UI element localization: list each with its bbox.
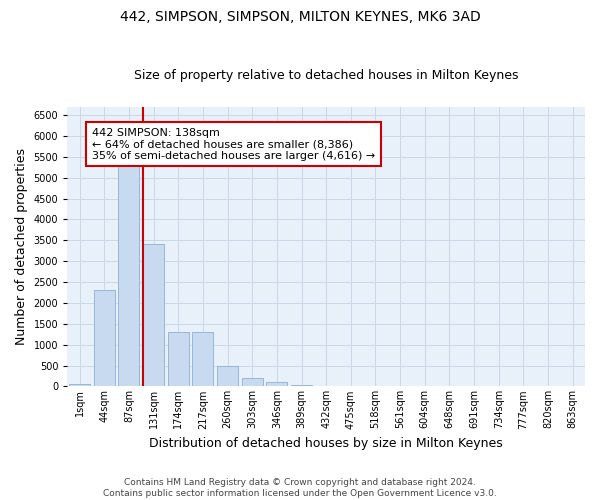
Bar — [118, 161, 139, 386]
Bar — [291, 385, 312, 386]
Bar — [69, 384, 90, 386]
Bar — [242, 378, 263, 386]
Bar — [193, 332, 214, 386]
Bar — [143, 244, 164, 386]
Bar — [94, 290, 115, 386]
Bar — [266, 382, 287, 386]
Text: Contains HM Land Registry data © Crown copyright and database right 2024.
Contai: Contains HM Land Registry data © Crown c… — [103, 478, 497, 498]
Text: 442, SIMPSON, SIMPSON, MILTON KEYNES, MK6 3AD: 442, SIMPSON, SIMPSON, MILTON KEYNES, MK… — [119, 10, 481, 24]
Title: Size of property relative to detached houses in Milton Keynes: Size of property relative to detached ho… — [134, 69, 518, 82]
Y-axis label: Number of detached properties: Number of detached properties — [15, 148, 28, 345]
X-axis label: Distribution of detached houses by size in Milton Keynes: Distribution of detached houses by size … — [149, 437, 503, 450]
Text: 442 SIMPSON: 138sqm
← 64% of detached houses are smaller (8,386)
35% of semi-det: 442 SIMPSON: 138sqm ← 64% of detached ho… — [92, 128, 375, 161]
Bar — [217, 366, 238, 386]
Bar — [168, 332, 189, 386]
